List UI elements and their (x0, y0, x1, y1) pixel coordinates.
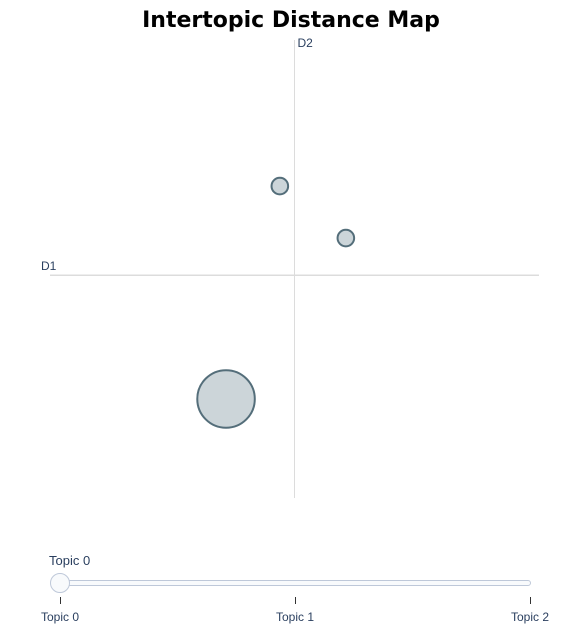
slider-rail[interactable] (56, 580, 531, 586)
slider-tick-label[interactable]: Topic 0 (40, 610, 80, 624)
chart-title: Intertopic Distance Map (142, 8, 440, 33)
slider-tick-label[interactable]: Topic 1 (275, 610, 315, 624)
y-axis-label: D2 (298, 36, 314, 50)
slider-tick (530, 597, 531, 604)
slider-tick-label[interactable]: Topic 2 (510, 610, 550, 624)
slider-handle[interactable] (50, 573, 70, 593)
topic-bubble-0 (270, 176, 290, 196)
slider-current-value: Topic 0 (49, 553, 91, 568)
topic-bubble-1 (336, 228, 356, 248)
slider-tick (295, 597, 296, 604)
scatter-plot: D2 D1 (41, 36, 539, 498)
slider-tick (60, 597, 61, 604)
x-axis-label: D1 (41, 259, 57, 273)
topic-bubble-2 (196, 369, 256, 429)
